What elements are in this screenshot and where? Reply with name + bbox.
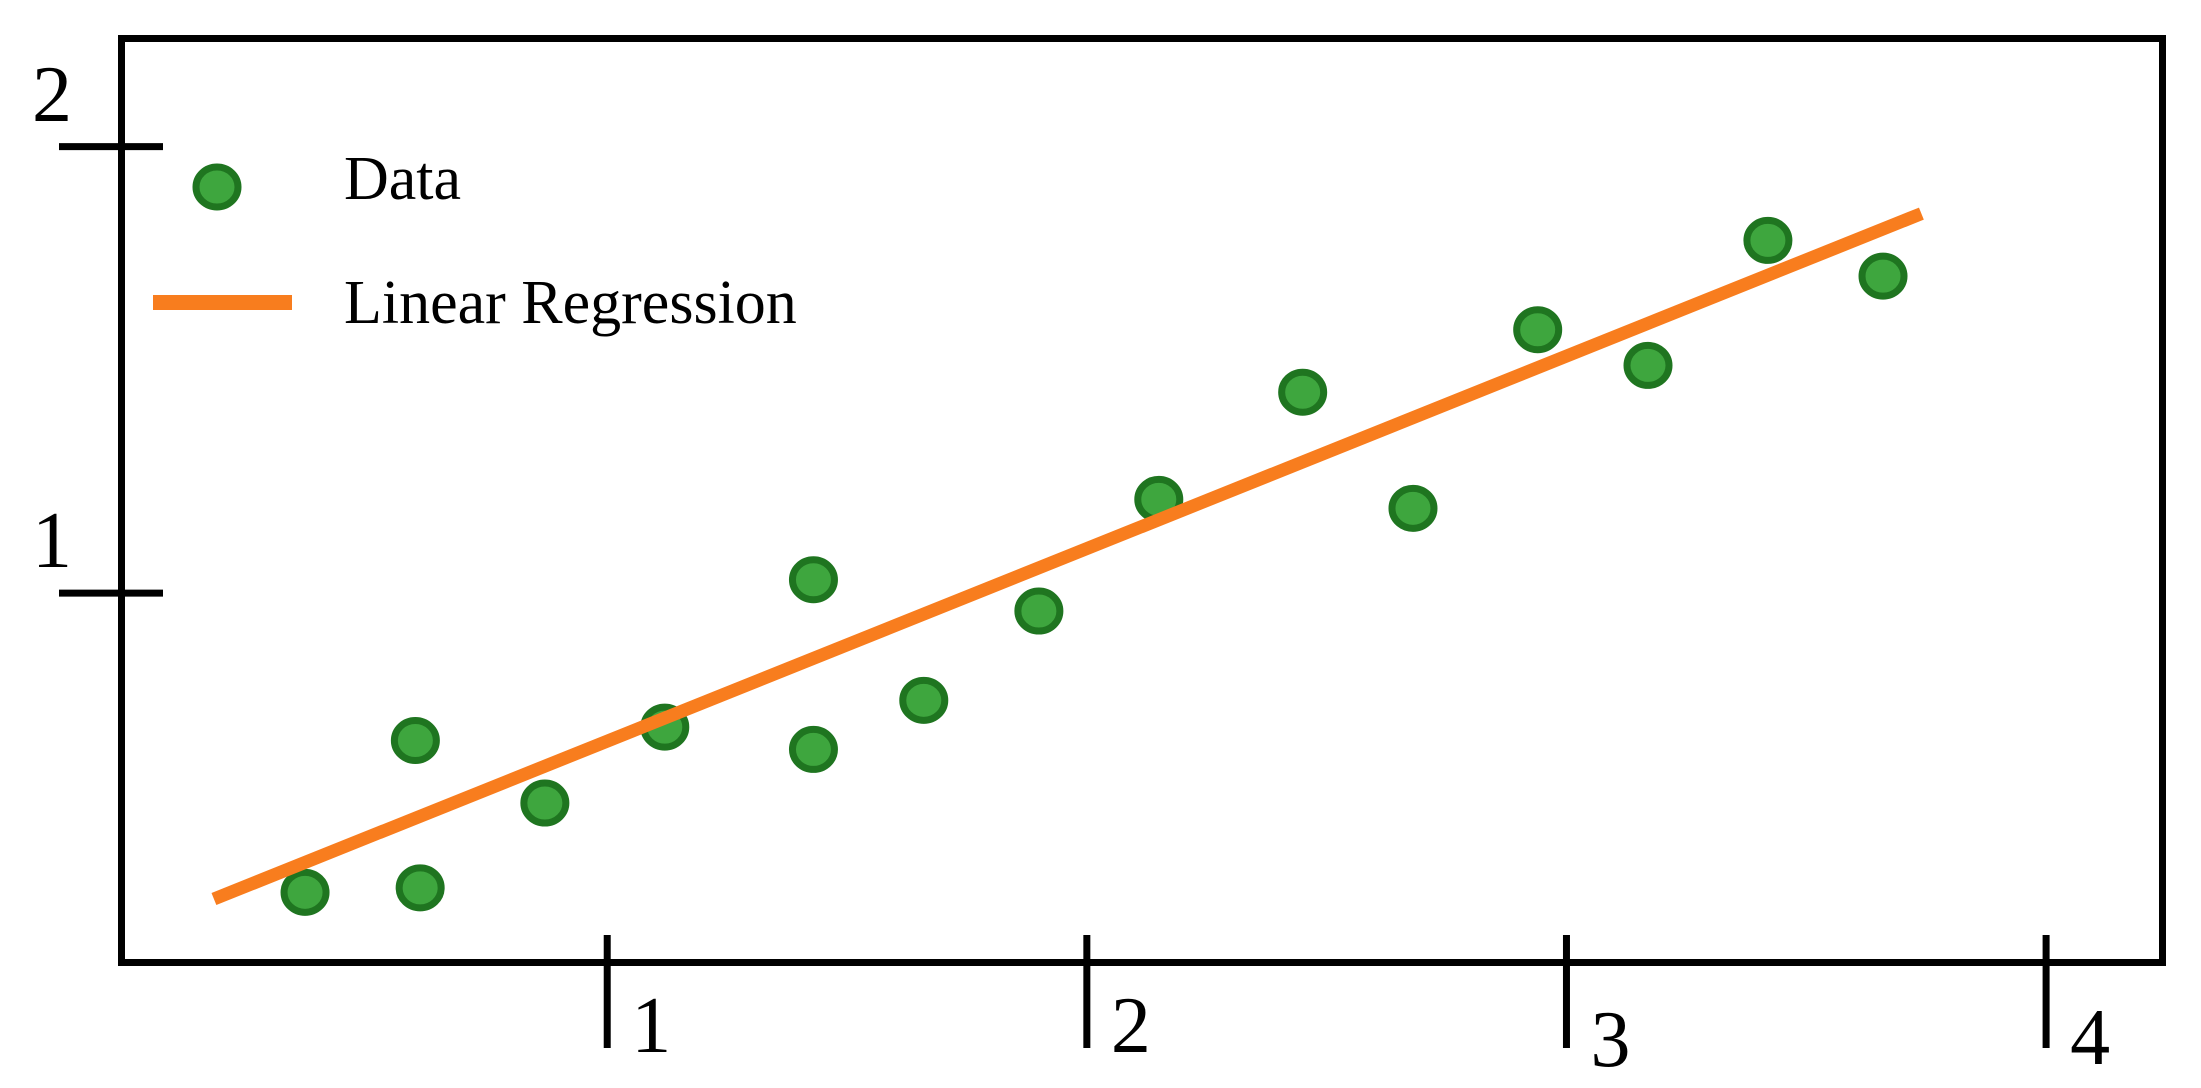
legend-marker-swatch [192, 163, 242, 211]
data-point [1743, 216, 1793, 264]
data-point [899, 676, 949, 724]
y-tick-label: 2 [32, 50, 72, 139]
data-point [1388, 484, 1438, 532]
data-point [788, 556, 838, 604]
data-point [1513, 306, 1563, 354]
x-tick-label: 1 [631, 982, 672, 1070]
y-tick-label: 1 [32, 497, 72, 586]
data-point [1858, 252, 1908, 300]
data-point [788, 725, 838, 773]
data-point [1014, 587, 1064, 635]
data-point [390, 717, 440, 765]
data-point [520, 779, 570, 827]
data-point [395, 864, 445, 912]
legend-label-linear-regression: Linear Regression [344, 269, 797, 337]
data-point [1623, 341, 1673, 389]
regression-line [211, 207, 1924, 906]
x-tick-label: 2 [1110, 982, 1151, 1070]
data-point [1278, 368, 1328, 416]
x-tick-label: 4 [2070, 994, 2111, 1082]
plot-border [118, 35, 2166, 966]
data-point [280, 868, 330, 916]
x-tick-label: 3 [1590, 996, 1631, 1084]
legend-label-data: Data [344, 145, 462, 213]
legend-line-swatch [153, 295, 292, 310]
